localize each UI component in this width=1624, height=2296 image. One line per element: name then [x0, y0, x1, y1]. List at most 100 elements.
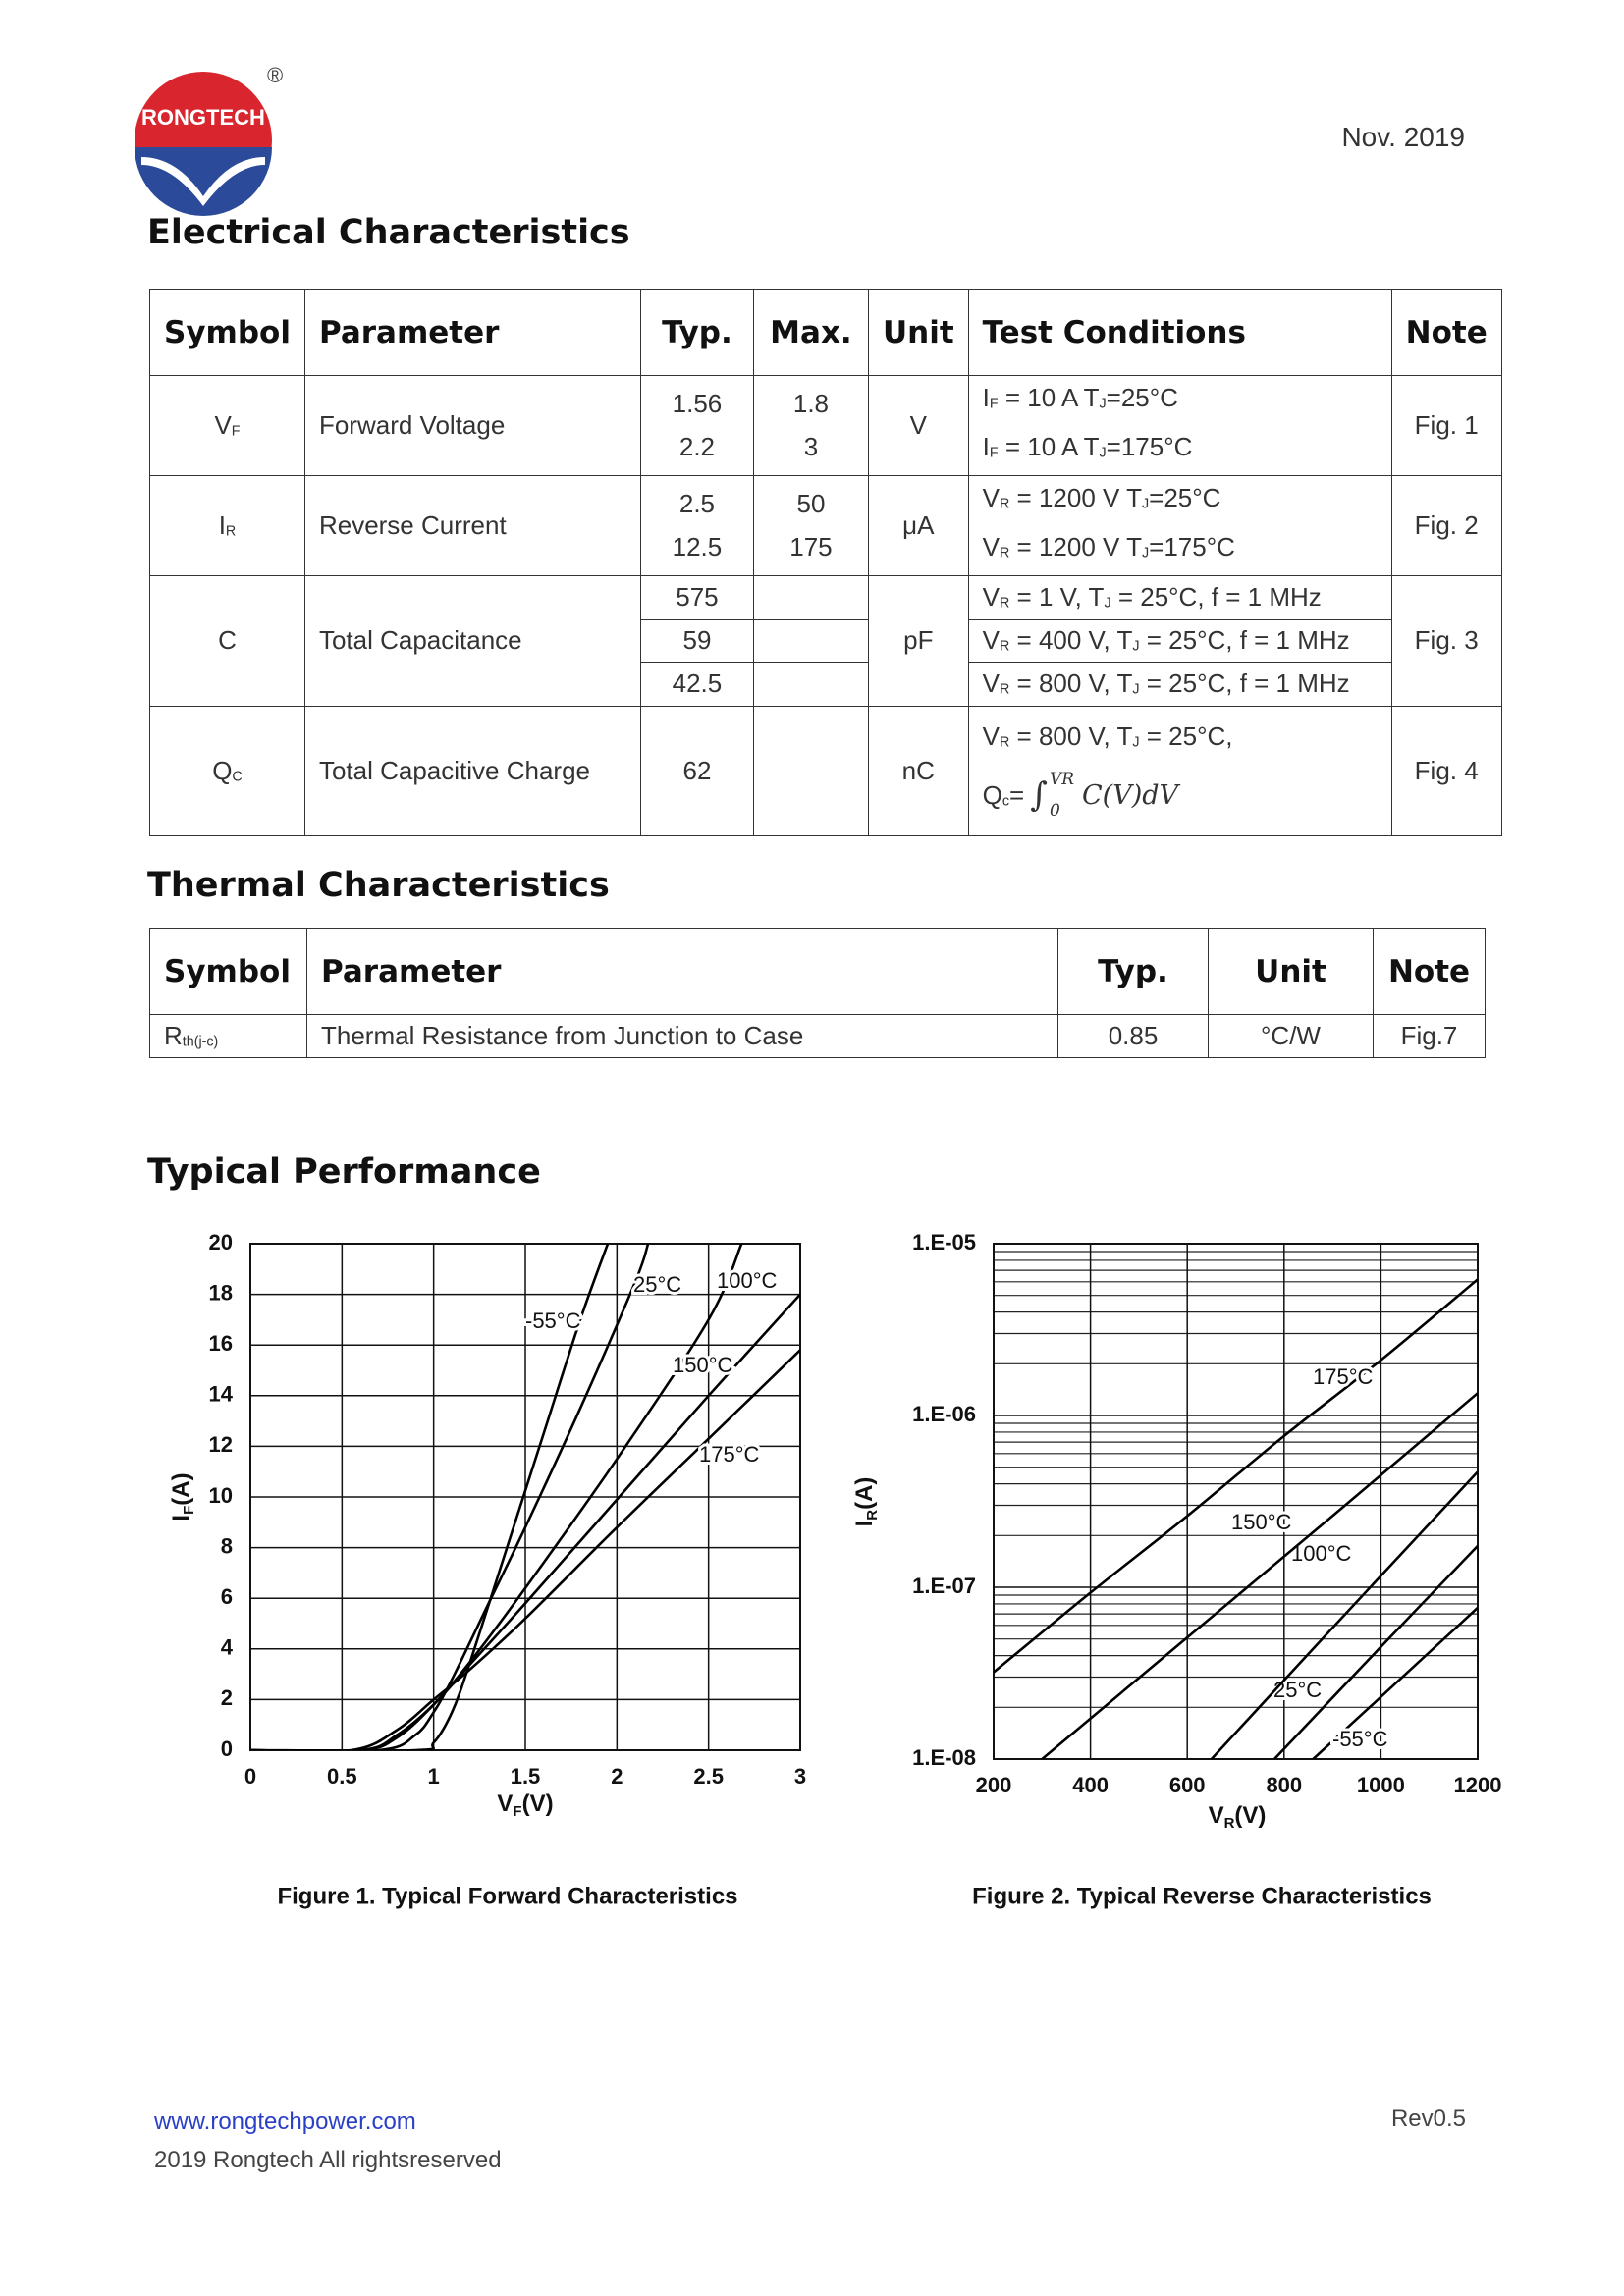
axis-label: VF(V) [497, 1790, 553, 1820]
table-row: 42.5 VR = 800 V, TJ = 25°C, f = 1 MHz [150, 661, 1502, 707]
series-line [1210, 1470, 1478, 1759]
condition-cell: IF = 10 A TJ=25°C IF = 10 A TJ=175°C [967, 375, 1392, 476]
x-tick-label: 600 [1169, 1773, 1206, 1797]
x-tick-label: 2 [611, 1764, 623, 1789]
parameter-cell: Total Capacitance [303, 574, 641, 707]
max-cell: 1.8 3 [752, 375, 869, 476]
note-cell: Fig. 4 [1390, 705, 1502, 836]
note-cell: Fig. 3 [1390, 574, 1502, 707]
symbol-cell: QC [149, 705, 305, 836]
axis-unit: (V) [522, 1790, 554, 1817]
text-part: = 1200 V T [1009, 482, 1142, 512]
y-tick-label: 1.E-08 [912, 1745, 976, 1770]
plot-frame [993, 1243, 1479, 1760]
subscript: R [999, 734, 1010, 751]
column-header: Unit [867, 289, 969, 376]
max-value: 3 [803, 432, 819, 462]
subscript: J [1132, 734, 1140, 751]
column-header: Unit [1208, 928, 1374, 1015]
registered-mark: ® [267, 63, 283, 87]
electrical-table: Symbol Parameter Typ. Max. Unit Test Conditio… [149, 289, 1502, 836]
figure-caption: Figure 1. Typical Forward Characteristic… [277, 1883, 737, 1909]
max-value: 175 [789, 532, 833, 562]
subscript: F [231, 423, 241, 440]
max-value: 50 [796, 489, 826, 519]
text-part: Q [982, 779, 1002, 810]
parameter-cell: Forward Voltage [303, 375, 641, 476]
lower-limit: 0 [1049, 801, 1060, 822]
text-part: = 25°C, f = 1 MHz [1139, 668, 1350, 699]
thermal-table: Symbol Parameter Typ. Unit Note Rth(j-c) Therm… [149, 928, 1486, 1058]
integrand: C(V)dV [1082, 779, 1179, 811]
series-line [1312, 1606, 1478, 1759]
y-tick-label: 18 [209, 1280, 233, 1305]
formula: Qc= ∫ VR 0 C(V)dV [983, 764, 1378, 827]
typ-value: 12.5 [672, 532, 723, 562]
x-tick-label: 1.5 [511, 1764, 541, 1789]
subscript: J [1141, 496, 1150, 512]
subscript: J [1141, 545, 1150, 561]
subscript: R [999, 496, 1010, 512]
axis-label: IF(A) [168, 1472, 197, 1521]
note-cell: Fig. 2 [1390, 474, 1502, 576]
condition-line: VR = 800 V, TJ = 25°C, [983, 715, 1378, 764]
text-part: C [218, 625, 237, 656]
logo-wave [141, 157, 265, 206]
website[interactable]: www.rongtechpower.com [154, 2109, 416, 2135]
text-part: V [982, 582, 1000, 613]
unit-cell: °C/W [1208, 1014, 1374, 1058]
series-line [250, 1349, 800, 1750]
text-part: = 1200 V T [1009, 532, 1142, 562]
text-part: =175°C [1106, 432, 1193, 462]
subscript: J [1104, 595, 1111, 612]
series-label: -55°C [1332, 1727, 1388, 1751]
y-tick-label: 8 [221, 1533, 233, 1558]
series-label: 150°C [1231, 1510, 1292, 1534]
y-tick-label: 20 [209, 1230, 233, 1255]
y-tick-label: 1.E-07 [912, 1574, 976, 1598]
text-part: = 25°C, f = 1 MHz [1139, 625, 1350, 656]
y-tick-label: 16 [209, 1331, 233, 1356]
subscript: R [225, 523, 237, 540]
y-tick-label: 10 [209, 1483, 233, 1508]
figure-caption: Figure 2. Typical Reverse Characteristic… [972, 1883, 1432, 1909]
y-tick-label: 1.E-06 [912, 1402, 976, 1426]
column-header: Typ. [639, 289, 754, 376]
table-row: 59 VR = 400 V, TJ = 25°C, f = 1 MHz [150, 618, 1502, 663]
typ-value: 2.5 [678, 489, 716, 519]
header-row: Symbol Parameter Typ. Max. Unit Test Conditio… [149, 289, 1502, 376]
revision: Rev0.5 [1390, 2106, 1466, 2132]
series-line [250, 1244, 650, 1750]
limits: VR 0 [1050, 770, 1074, 821]
column-header: Test Conditions [967, 289, 1392, 376]
subscript: R [999, 681, 1010, 698]
typ-cell: 42.5 [639, 661, 754, 707]
max-value: 1.8 [792, 389, 830, 419]
logo: RONGTECH ® [135, 63, 283, 216]
x-tick-label: 400 [1072, 1773, 1109, 1797]
condition-cell: VR = 800 V, TJ = 25°C, Qc= ∫ VR 0 C(V)dV [967, 705, 1392, 836]
typ-value: 1.56 [672, 389, 723, 419]
axis-subscript: F [181, 1506, 197, 1515]
axis-subscript: R [1224, 1815, 1235, 1832]
axis-label: VR(V) [1209, 1802, 1267, 1832]
typ-value: 2.2 [678, 432, 716, 462]
column-header: Symbol [149, 289, 305, 376]
text-part: R [164, 1021, 183, 1050]
x-tick-label: 0 [244, 1764, 256, 1789]
condition-line: VR = 1200 V TJ=25°C [983, 476, 1378, 525]
text-part: V [982, 668, 1000, 699]
x-tick-label: 800 [1266, 1773, 1302, 1797]
copyright: 2019 Rongtech All rightsreserved [154, 2147, 502, 2173]
axis-symbol: I [168, 1515, 194, 1522]
typ-cell: 1.56 2.2 [639, 375, 754, 476]
y-tick-label: 1.E-05 [912, 1230, 976, 1255]
table-row: IR Reverse Current 2.5 12.5 50 175 μA VR = 1200… [149, 474, 1502, 576]
axis-symbol: I [851, 1521, 878, 1527]
date: Nov. 2019 [1341, 122, 1465, 152]
subscript: R [999, 595, 1010, 612]
empty-cell [752, 705, 869, 836]
column-header: Symbol [149, 928, 307, 1015]
upper-limit: VR [1049, 770, 1075, 790]
